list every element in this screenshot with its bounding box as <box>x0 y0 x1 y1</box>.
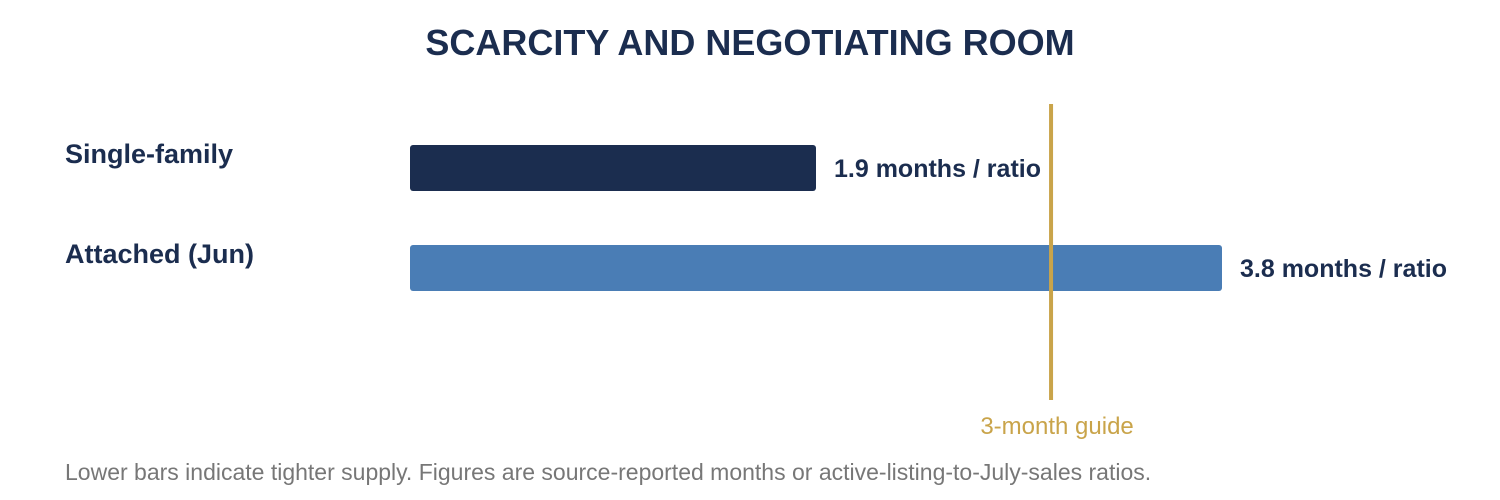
category-label: Attached (Jun) <box>65 239 254 269</box>
data-label: 3.8 months / ratio <box>1240 255 1447 283</box>
chart-note: Lower bars indicate tighter supply. Figu… <box>65 459 1152 485</box>
chart-title: SCARCITY AND NEGOTIATING ROOM <box>425 22 1075 63</box>
bars-layer: Single-family 1.9 months / ratio Attached … <box>65 139 1447 291</box>
bar <box>410 145 816 191</box>
reference-layer: 3-month guide <box>980 104 1134 440</box>
reference-label: 3-month guide <box>980 413 1133 440</box>
category-label: Single-family <box>65 139 233 169</box>
bar <box>410 245 1222 291</box>
data-label: 1.9 months / ratio <box>834 155 1041 183</box>
